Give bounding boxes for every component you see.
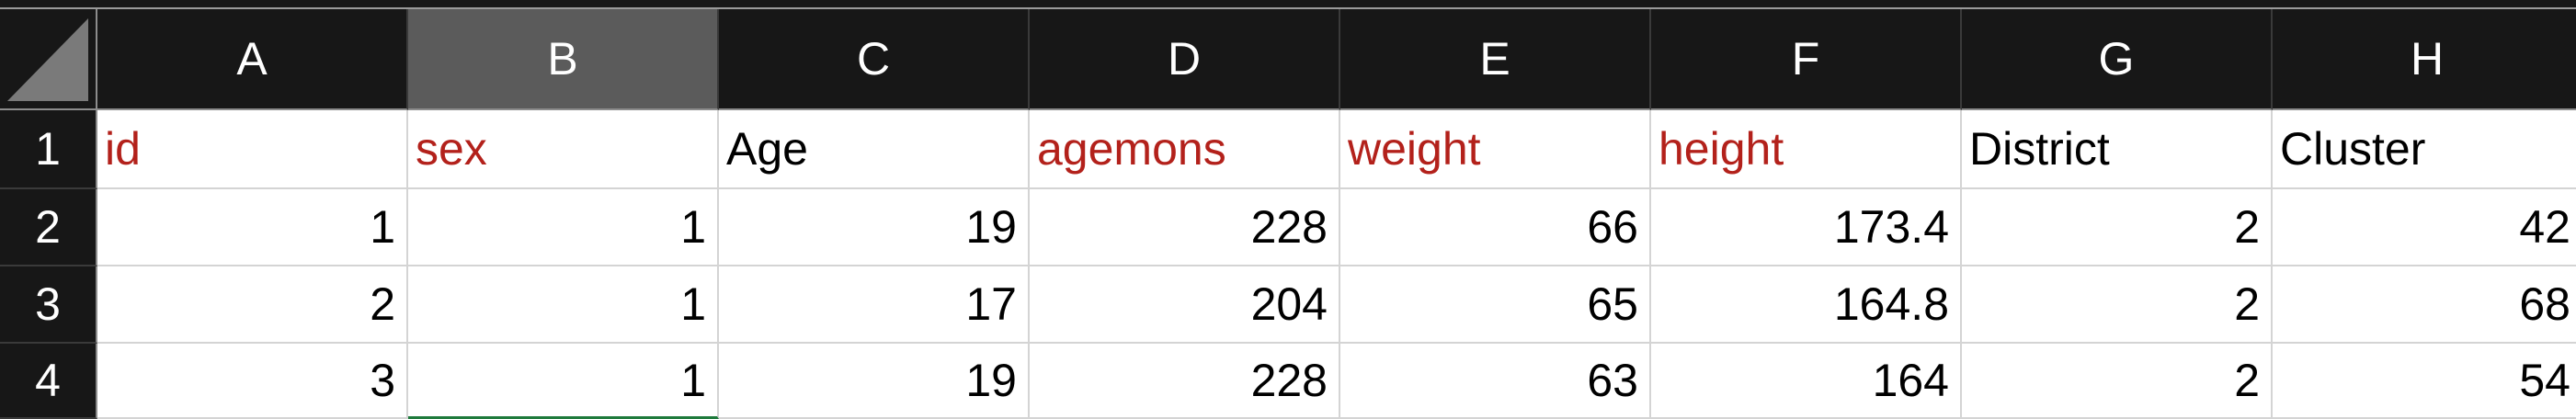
cell-d4[interactable]: 228: [1030, 344, 1340, 419]
cell-b1[interactable]: sex: [408, 110, 719, 189]
cell-d3[interactable]: 204: [1030, 266, 1340, 344]
cell-h3[interactable]: 68: [2273, 266, 2576, 344]
column-header-g[interactable]: G: [1962, 9, 2273, 110]
cell-d2[interactable]: 228: [1030, 189, 1340, 266]
cell-c2[interactable]: 19: [719, 189, 1030, 266]
cell-d1[interactable]: agemons: [1030, 110, 1340, 189]
select-all-triangle-icon: [7, 18, 88, 101]
cell-e2[interactable]: 66: [1340, 189, 1651, 266]
row-header-2[interactable]: 2: [0, 189, 97, 266]
row-header-4[interactable]: 4: [0, 344, 97, 419]
cell-c3[interactable]: 17: [719, 266, 1030, 344]
toolbar-edge: [0, 0, 2576, 9]
cell-f4[interactable]: 164: [1651, 344, 1962, 419]
cell-h1[interactable]: Cluster: [2273, 110, 2576, 189]
cell-g2[interactable]: 2: [1962, 189, 2273, 266]
cell-h4[interactable]: 54: [2273, 344, 2576, 419]
column-header-f[interactable]: F: [1651, 9, 1962, 110]
row-header-3[interactable]: 3: [0, 266, 97, 344]
column-header-a[interactable]: A: [97, 9, 408, 110]
cell-f2[interactable]: 173.4: [1651, 189, 1962, 266]
cell-a3[interactable]: 2: [97, 266, 408, 344]
cell-g3[interactable]: 2: [1962, 266, 2273, 344]
cell-a1[interactable]: id: [97, 110, 408, 189]
cell-f1[interactable]: height: [1651, 110, 1962, 189]
cell-g1[interactable]: District: [1962, 110, 2273, 189]
cell-a4[interactable]: 3: [97, 344, 408, 419]
cell-a2[interactable]: 1: [97, 189, 408, 266]
row-header-1[interactable]: 1: [0, 110, 97, 189]
cell-b3[interactable]: 1: [408, 266, 719, 344]
cell-c4[interactable]: 19: [719, 344, 1030, 419]
cell-e1[interactable]: weight: [1340, 110, 1651, 189]
column-header-e[interactable]: E: [1340, 9, 1651, 110]
cell-g4[interactable]: 2: [1962, 344, 2273, 419]
column-header-b[interactable]: B: [408, 9, 719, 110]
cell-e3[interactable]: 65: [1340, 266, 1651, 344]
column-header-d[interactable]: D: [1030, 9, 1340, 110]
column-header-h[interactable]: H: [2273, 9, 2576, 110]
column-header-c[interactable]: C: [719, 9, 1030, 110]
cell-f3[interactable]: 164.8: [1651, 266, 1962, 344]
cell-b2[interactable]: 1: [408, 189, 719, 266]
cell-c1[interactable]: Age: [719, 110, 1030, 189]
cell-e4[interactable]: 63: [1340, 344, 1651, 419]
cell-h2[interactable]: 42: [2273, 189, 2576, 266]
select-all-corner[interactable]: [0, 9, 97, 110]
cell-b4[interactable]: 1: [408, 344, 719, 419]
